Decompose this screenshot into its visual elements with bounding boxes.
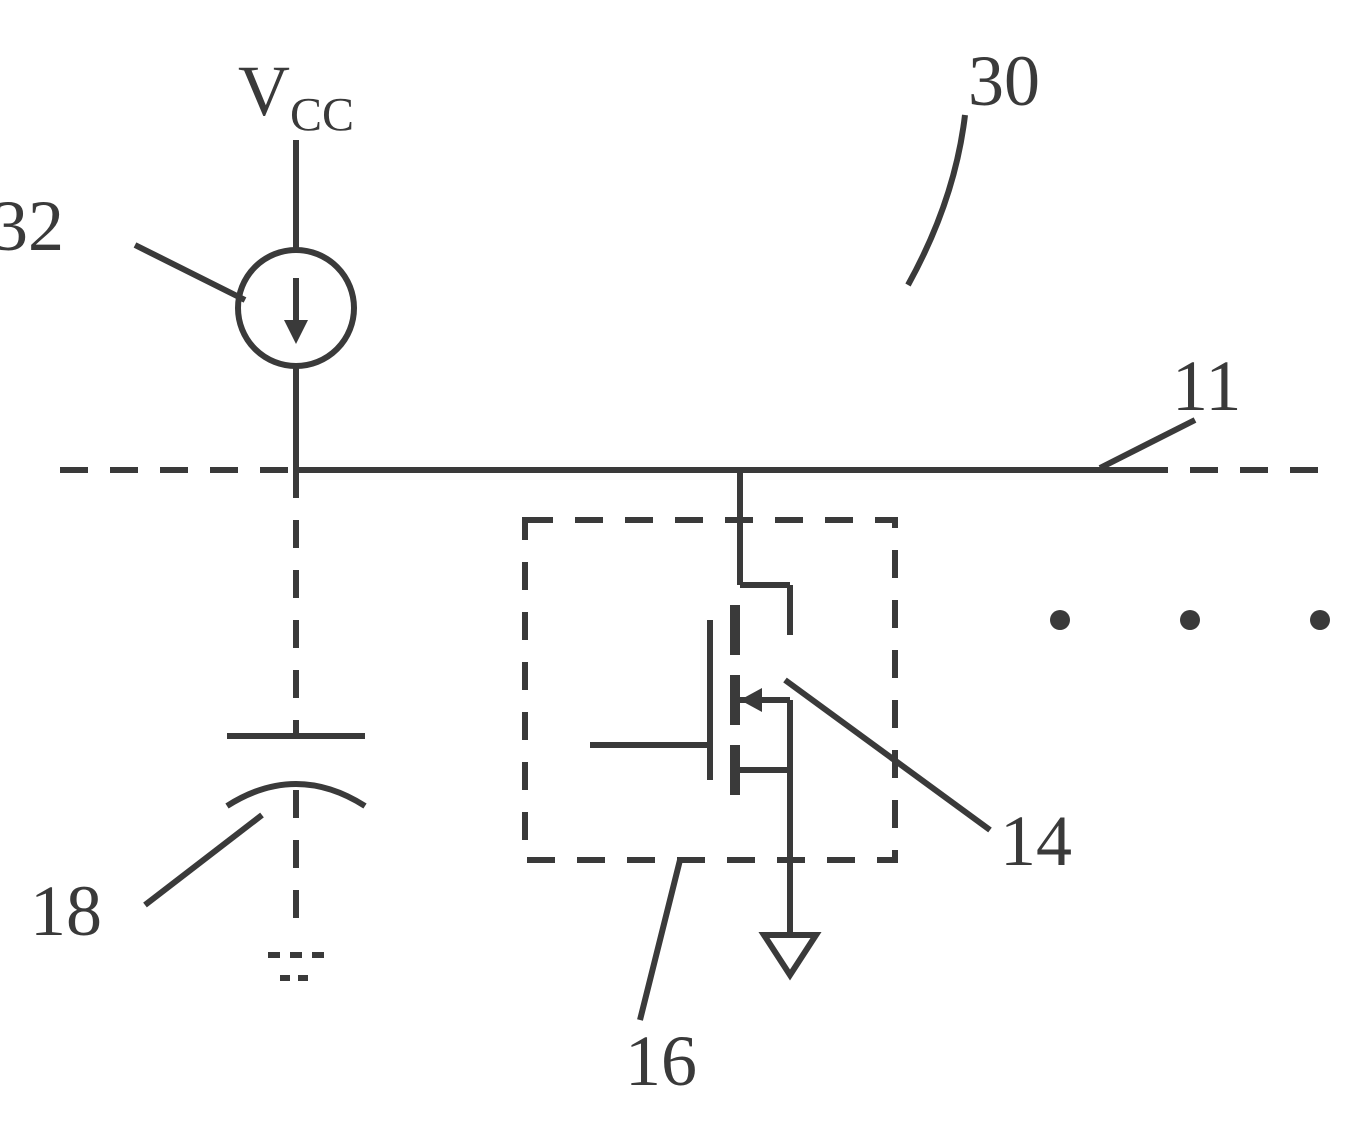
mosfet-body-arrow xyxy=(740,688,762,712)
ref-16-leader xyxy=(640,860,680,1020)
ref-14-leader xyxy=(785,680,990,830)
vcc-label: VCC xyxy=(238,50,354,142)
vcc-main: V xyxy=(238,51,290,131)
ref-32-label: 32 xyxy=(0,185,64,268)
ref-11-label: 11 xyxy=(1172,345,1241,428)
ref-18-label: 18 xyxy=(30,870,102,953)
ref-32-leader xyxy=(135,245,245,300)
current-source-arrow-head xyxy=(284,320,308,344)
ref-30-label: 30 xyxy=(968,40,1040,123)
continuation-dot-1 xyxy=(1050,610,1070,630)
continuation-dot-2 xyxy=(1180,610,1200,630)
ref-18-leader xyxy=(145,815,262,905)
ref-16-label: 16 xyxy=(625,1020,697,1103)
ref-30-curve xyxy=(908,115,965,285)
ground-triangle xyxy=(764,935,816,975)
circuit-diagram xyxy=(0,0,1357,1128)
continuation-dot-3 xyxy=(1310,610,1330,630)
vcc-sub: CC xyxy=(290,88,354,141)
ref-14-label: 14 xyxy=(1000,800,1072,883)
